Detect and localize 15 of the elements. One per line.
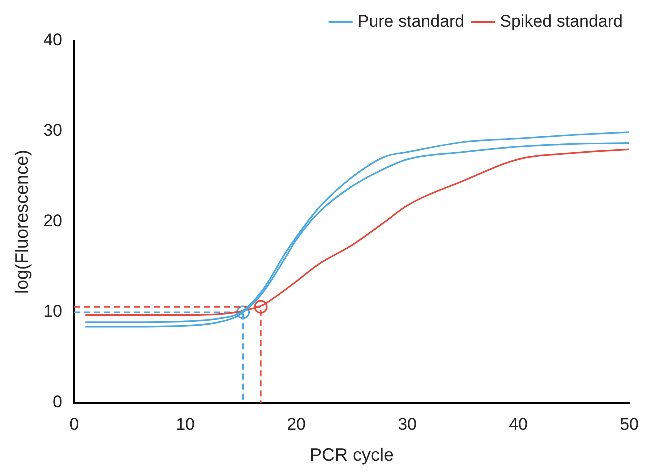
x-tick-label: 20 — [287, 414, 306, 434]
y-tick-label: 0 — [53, 392, 63, 412]
x-tick-label: 30 — [398, 414, 417, 434]
legend-label: Pure standard — [358, 12, 465, 32]
x-tick-label: 40 — [509, 414, 528, 434]
x-axis-title: PCR cycle — [310, 445, 394, 466]
y-axis-title: log(Fluorescence) — [12, 150, 32, 294]
x-tick-label: 10 — [176, 414, 195, 434]
legend-label: Spiked standard — [500, 12, 624, 32]
y-tick-label: 10 — [44, 302, 63, 322]
y-tick-label: 20 — [44, 212, 63, 231]
x-tick-label: 50 — [620, 414, 640, 434]
y-tick-label: 30 — [44, 121, 63, 140]
x-tick-label: 0 — [70, 414, 80, 434]
y-tick-label: 40 — [44, 30, 63, 50]
